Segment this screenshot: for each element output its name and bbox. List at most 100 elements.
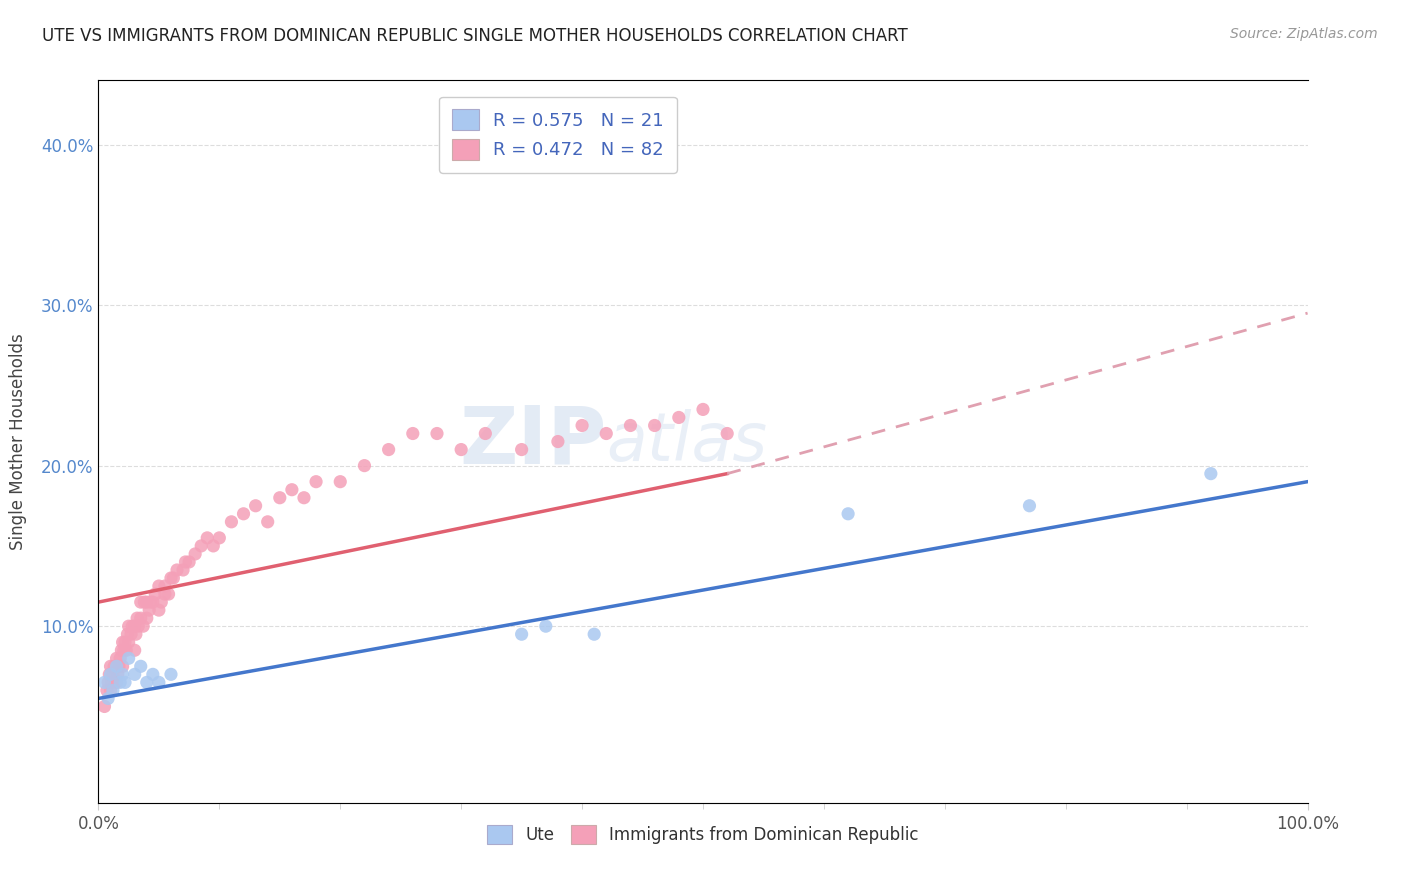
Point <box>105 659 128 673</box>
Point <box>160 667 183 681</box>
Point <box>153 579 176 593</box>
Point <box>402 426 425 441</box>
Point <box>547 434 569 449</box>
Point <box>135 611 157 625</box>
Point <box>120 627 142 641</box>
Point <box>305 475 328 489</box>
Point <box>100 683 122 698</box>
Point <box>150 595 173 609</box>
Point <box>571 418 593 433</box>
Point <box>100 675 122 690</box>
Point <box>105 675 128 690</box>
Legend: Ute, Immigrants from Dominican Republic: Ute, Immigrants from Dominican Republic <box>479 816 927 852</box>
Point <box>190 539 212 553</box>
Point <box>142 595 165 609</box>
Point <box>100 659 122 673</box>
Point <box>450 442 472 457</box>
Point <box>510 627 533 641</box>
Point <box>124 643 146 657</box>
Point <box>716 426 738 441</box>
Point <box>101 667 124 681</box>
Point <box>134 595 156 609</box>
Text: UTE VS IMMIGRANTS FROM DOMINICAN REPUBLIC SINGLE MOTHER HOUSEHOLDS CORRELATION C: UTE VS IMMIGRANTS FROM DOMINICAN REPUBLI… <box>42 27 908 45</box>
Point <box>124 619 146 633</box>
Point <box>105 651 128 665</box>
Point <box>127 611 149 625</box>
Point <box>93 675 115 690</box>
Point <box>353 458 375 473</box>
Point <box>121 619 143 633</box>
Point <box>100 667 122 681</box>
Point <box>208 531 231 545</box>
Y-axis label: Single Mother Households: Single Mother Households <box>10 334 27 549</box>
Point <box>108 659 131 673</box>
Point <box>174 555 197 569</box>
Point <box>108 651 131 665</box>
Point <box>129 595 152 609</box>
Point <box>619 418 641 433</box>
Text: Source: ZipAtlas.com: Source: ZipAtlas.com <box>1230 27 1378 41</box>
Point <box>166 563 188 577</box>
Point <box>93 699 115 714</box>
Point <box>112 643 135 657</box>
Point <box>132 619 155 633</box>
Point <box>837 507 859 521</box>
Point <box>148 579 170 593</box>
Point <box>148 675 170 690</box>
Point <box>644 418 666 433</box>
Point <box>292 491 315 505</box>
Point <box>117 627 139 641</box>
Point <box>104 675 127 690</box>
Point <box>1199 467 1222 481</box>
Point <box>97 675 120 690</box>
Point <box>692 402 714 417</box>
Point <box>668 410 690 425</box>
Point <box>125 627 148 641</box>
Point <box>103 659 125 673</box>
Point <box>138 603 160 617</box>
Point <box>129 611 152 625</box>
Point <box>172 563 194 577</box>
Text: ZIP: ZIP <box>458 402 606 481</box>
Point <box>377 442 399 457</box>
Point <box>118 651 141 665</box>
Point <box>139 595 162 609</box>
Point <box>1018 499 1040 513</box>
Point <box>184 547 207 561</box>
Point <box>221 515 243 529</box>
Point <box>115 643 138 657</box>
Point <box>110 643 132 657</box>
Point <box>129 659 152 673</box>
Point <box>108 675 131 690</box>
Point <box>127 619 149 633</box>
Point <box>245 499 267 513</box>
Point <box>179 555 201 569</box>
Point <box>195 531 218 545</box>
Point <box>583 627 606 641</box>
Point <box>107 667 129 681</box>
Point <box>329 475 352 489</box>
Text: atlas: atlas <box>606 409 768 475</box>
Point <box>426 426 449 441</box>
Point <box>98 667 121 681</box>
Point <box>534 619 557 633</box>
Point <box>111 659 134 673</box>
Point <box>148 603 170 617</box>
Point <box>162 571 184 585</box>
Point <box>135 595 157 609</box>
Point <box>474 426 496 441</box>
Point <box>96 683 118 698</box>
Point <box>256 515 278 529</box>
Point <box>97 691 120 706</box>
Point <box>595 426 617 441</box>
Point <box>101 683 124 698</box>
Point <box>157 587 180 601</box>
Point <box>124 667 146 681</box>
Point <box>142 667 165 681</box>
Point <box>118 635 141 649</box>
Point <box>160 571 183 585</box>
Point <box>111 667 134 681</box>
Point <box>143 587 166 601</box>
Point <box>510 442 533 457</box>
Point <box>202 539 225 553</box>
